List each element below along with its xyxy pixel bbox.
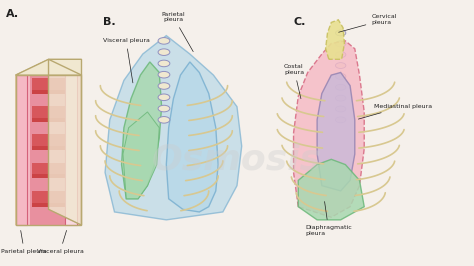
Polygon shape (16, 75, 82, 225)
Bar (32, 146, 65, 150)
Bar (32, 106, 65, 122)
Polygon shape (16, 59, 48, 225)
Polygon shape (65, 75, 77, 225)
Ellipse shape (158, 72, 170, 78)
Text: B.: B. (103, 17, 115, 27)
Ellipse shape (158, 105, 170, 112)
Bar (32, 174, 65, 178)
Bar (32, 163, 65, 178)
Text: Parietal pleura: Parietal pleura (1, 231, 47, 254)
Ellipse shape (336, 63, 346, 68)
Ellipse shape (158, 83, 170, 89)
Polygon shape (30, 75, 67, 225)
Polygon shape (16, 59, 82, 75)
Ellipse shape (158, 117, 170, 123)
Ellipse shape (158, 38, 170, 44)
Ellipse shape (158, 60, 170, 67)
Text: Parietal
pleura: Parietal pleura (162, 12, 193, 52)
Bar (32, 134, 65, 150)
Ellipse shape (158, 94, 170, 101)
Text: Costal
pleura: Costal pleura (284, 64, 304, 99)
Ellipse shape (336, 117, 346, 123)
Text: Osmosis: Osmosis (152, 142, 322, 176)
Polygon shape (298, 159, 364, 220)
Text: C.: C. (293, 17, 306, 27)
Bar (32, 78, 65, 94)
Text: A.: A. (6, 9, 19, 19)
Ellipse shape (336, 106, 346, 112)
Bar (32, 203, 65, 207)
Ellipse shape (158, 49, 170, 55)
Ellipse shape (336, 41, 346, 47)
Polygon shape (166, 62, 218, 212)
Ellipse shape (336, 52, 346, 57)
Text: Visceral pleura: Visceral pleura (36, 230, 83, 254)
Ellipse shape (336, 30, 346, 36)
Polygon shape (121, 62, 162, 199)
Polygon shape (326, 20, 345, 59)
Ellipse shape (336, 95, 346, 101)
Text: Visceral pleura: Visceral pleura (103, 38, 150, 83)
Text: Mediastinal pleura: Mediastinal pleura (358, 104, 432, 119)
Polygon shape (105, 36, 242, 220)
Polygon shape (48, 59, 82, 225)
Bar (32, 90, 65, 94)
Polygon shape (123, 112, 159, 199)
Ellipse shape (336, 84, 346, 90)
Polygon shape (293, 41, 364, 217)
Polygon shape (16, 75, 27, 225)
Text: Cervical
pleura: Cervical pleura (338, 14, 397, 32)
Polygon shape (16, 59, 82, 75)
Bar (32, 191, 65, 207)
Ellipse shape (336, 73, 346, 79)
Text: Diaphragmatic
pleura: Diaphragmatic pleura (305, 202, 352, 236)
Polygon shape (317, 72, 355, 191)
Bar (32, 118, 65, 122)
